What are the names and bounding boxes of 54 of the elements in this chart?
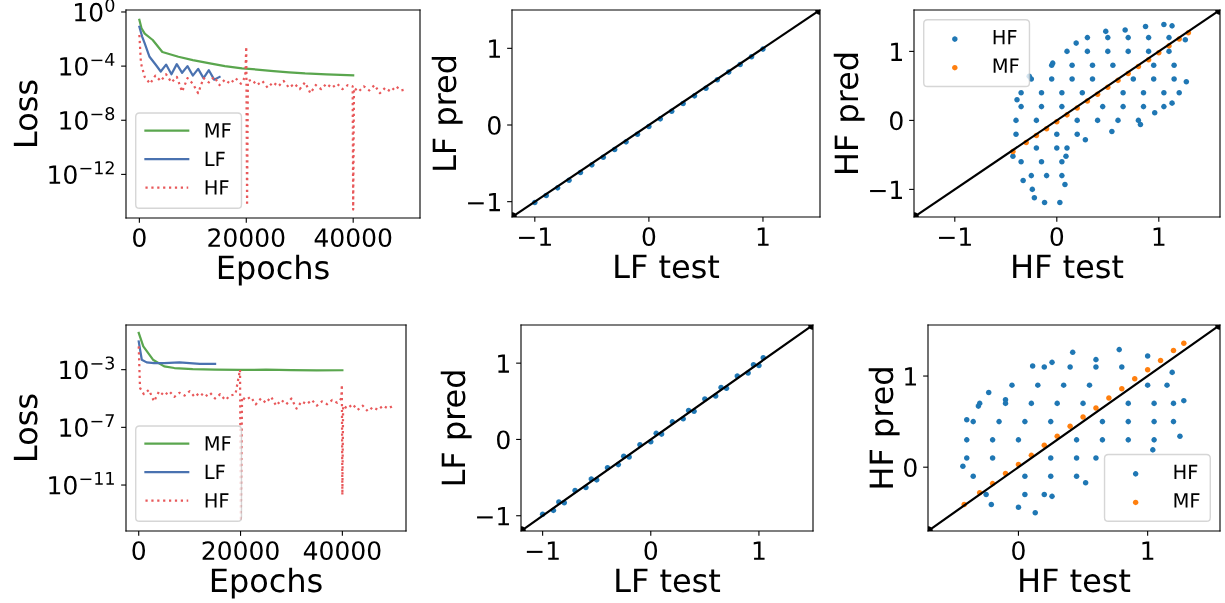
x-tick-label: 40000: [303, 541, 381, 561]
x-axis-title: HF test: [1013, 254, 1124, 279]
y-axis-title: LF pred: [440, 371, 472, 485]
legend-label: MF: [993, 58, 1019, 73]
x-tick-label: 0: [133, 228, 146, 248]
x-tick-label: 1: [1142, 541, 1154, 560]
x-tick-label: −1: [939, 227, 971, 246]
x-tick-label: 0: [1012, 541, 1025, 561]
x-tick-label: 20000: [202, 541, 279, 561]
y-tick-label: 0: [890, 111, 903, 131]
y-tick-label: 0: [497, 430, 510, 450]
x-tick-label: 40000: [314, 228, 392, 248]
y-axis-title: Loss: [13, 80, 38, 146]
legend-label: HF: [205, 493, 229, 508]
y-tick-label: 0: [488, 115, 501, 135]
y-tick-label: −1: [477, 507, 509, 526]
y-tick-label: 10$^{−3}$: [60, 356, 114, 380]
y-tick-label: −1: [468, 192, 500, 212]
y-tick-label: 10$^{−11}$: [49, 472, 114, 495]
x-tick-label: 0: [1050, 227, 1064, 247]
x-tick-label: 0: [642, 227, 656, 247]
legend-label: LF: [205, 464, 225, 479]
y-tick-label: 10$^{−4}$: [60, 53, 115, 76]
x-tick-label: −1: [526, 541, 559, 560]
y-tick-label: 10$^{−8}$: [60, 107, 115, 130]
x-tick-label: 0: [132, 541, 146, 561]
legend-label: HF: [205, 180, 229, 195]
x-tick-label: 0: [644, 541, 658, 561]
y-axis-title: HF pred: [833, 53, 865, 173]
legend-label: LF: [205, 151, 225, 166]
y-axis-title: LF pred: [431, 56, 463, 170]
legend-label: MF: [205, 123, 231, 138]
x-tick-label: 20000: [208, 228, 285, 248]
y-tick-label: 1: [489, 39, 500, 58]
legend-label: MF: [205, 436, 231, 451]
y-axis-title: HF pred: [868, 368, 900, 488]
x-axis-title: HF test: [1020, 568, 1131, 593]
x-tick-label: 1: [757, 227, 769, 246]
y-tick-label: −1: [870, 180, 902, 199]
x-axis-title: LF test: [615, 254, 720, 279]
legend-label: MF: [1174, 493, 1200, 508]
x-tick-label: −1: [519, 227, 551, 246]
x-axis-title: Epochs: [218, 254, 329, 286]
y-tick-label: 10$^{−7}$: [60, 414, 114, 438]
x-tick-label: 1: [753, 541, 765, 560]
x-axis-title: LF test: [616, 568, 721, 593]
y-tick-label: 10$^{−12}$: [49, 161, 114, 185]
x-axis-title: Epochs: [211, 567, 322, 599]
y-tick-label: 1: [498, 354, 509, 373]
x-tick-label: 1: [1153, 227, 1165, 246]
legend-label: HF: [993, 30, 1017, 45]
legend-label: HF: [1174, 464, 1198, 479]
y-tick-label: 1: [891, 42, 902, 61]
y-axis-title: Loss: [13, 394, 38, 460]
